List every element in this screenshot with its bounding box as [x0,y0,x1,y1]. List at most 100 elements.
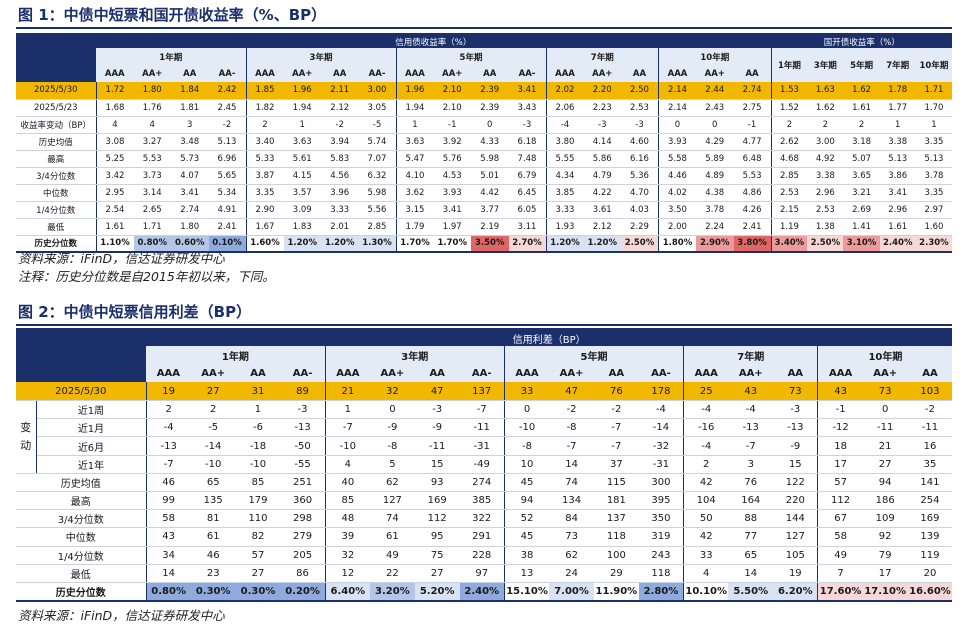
value-cell: 33 [504,382,550,402]
rating-header: AA+ [728,364,774,383]
value-cell: -10 [235,455,281,474]
value-cell: 85 [235,472,281,493]
value-cell: 25 [683,382,729,402]
value-cell: -11 [414,436,460,456]
rating-header: AA [593,364,639,383]
value-cell: 104 [683,491,729,511]
change-row: 近6月 -13 -14 -18 -50 -10 -8 -11 -31 -8 -7 -7 -32 -4 -7-… [16,436,953,456]
value-cell: 50 [683,509,729,529]
row-label: 3/4分位数 [16,167,97,185]
value-cell: 14 [549,455,594,474]
value-cell: 3.38 [807,167,844,185]
value-cell: 52 [504,509,550,529]
percentile-cell: 2.50% [807,234,844,252]
value-cell: 73 [549,527,594,547]
value-cell: 205 [280,546,326,565]
value-cell: -3 [621,116,659,134]
value-cell: 2.24 [696,218,734,236]
value-cell: 49 [369,546,415,565]
value-cell: -2 [321,116,359,134]
rating-header: AA [414,364,460,383]
value-cell: 3.78 [696,201,734,219]
value-cell: -4 [683,436,729,456]
value-cell: 135 [190,491,236,511]
value-cell: 2.75 [733,99,772,117]
value-cell: 6.16 [621,150,659,168]
value-cell: 22 [369,564,415,583]
value-cell: 2.53 [807,201,844,219]
value-cell: 61 [190,527,236,547]
percentile-cell: 0.30% [190,581,236,601]
value-cell: 4.89 [696,167,734,185]
value-cell: 3.05 [358,99,397,117]
value-cell: 103 [907,382,953,402]
value-cell: 2.10 [433,99,471,117]
percentile-cell: 1.20% [283,234,321,252]
value-cell: -49 [459,455,505,474]
percentile-cell: 6.40% [325,581,370,601]
value-cell: 99 [146,491,191,511]
value-cell: 2.14 [658,82,696,100]
rating-header: AA- [508,65,547,82]
value-cell: 179 [235,491,281,511]
value-cell: 86 [280,564,326,583]
value-cell: 48 [325,509,370,529]
value-cell: -2 [593,400,639,420]
value-cell: 3.57 [283,184,321,202]
value-cell: 2.23 [583,99,621,117]
value-cell: -2 [907,400,953,420]
value-cell: 134 [549,491,594,511]
value-cell: 4.56 [321,167,359,185]
value-cell: 27 [862,455,908,474]
value-cell: 2.12 [321,99,359,117]
change-group-label: 变动 [16,400,37,474]
value-cell: -10 [325,436,370,456]
value-cell: 1.61 [843,99,880,117]
value-cell: 3.86 [879,167,916,185]
value-cell: -14 [190,436,236,456]
value-cell: 16 [907,436,953,456]
value-cell: -4 [683,400,729,420]
value-cell: 4.70 [621,184,659,202]
value-cell: 118 [593,527,639,547]
value-cell: 1.71 [915,82,953,100]
value-cell: -8 [504,436,550,456]
value-cell: 7 [817,564,863,583]
percentile-cell: 1.70% [396,234,434,252]
value-cell: 5.55 [546,150,584,168]
header-rating-row: AAA AA+ AA AA- AAA AA+ AA AA- AAA AA+ AA AA- AAA AA+ A… [16,65,952,82]
value-cell: 76 [593,382,639,402]
value-cell: 19 [773,564,819,583]
value-cell: 89 [280,382,326,402]
value-cell: 17 [817,455,863,474]
value-cell: 84 [549,509,594,529]
rating-header: AAA [96,65,134,82]
value-cell: 2.41 [208,218,247,236]
value-cell: 2 [190,400,236,420]
rating-header: AA [773,364,819,383]
value-cell: 3.93 [658,132,696,151]
rating-header: AAA [325,364,370,383]
header-term-row: 1年期 3年期 5年期 7年期 10年期 [16,346,953,365]
value-cell: 4.29 [696,132,734,151]
value-cell: 2.01 [321,218,359,236]
value-cell: 1.38 [807,218,844,236]
value-cell: -14 [638,418,685,438]
table-row: 最高 5.25 5.53 5.73 6.96 5.33 5.61 5.83 7.07 5.47 5.… [16,150,953,168]
value-cell: 27 [190,382,236,402]
value-cell: 43 [817,382,863,402]
value-cell: 3.93 [433,184,471,202]
value-cell: 1.53 [771,82,808,100]
value-cell: 5.33 [246,150,284,168]
percentile-cell: 1.70% [433,234,471,252]
value-cell: 5 [369,455,415,474]
row-label: 中位数 [16,184,97,202]
value-cell: 127 [369,491,415,511]
change-row: 近1年 -7 -10 -10 -55 4 5 15 -49 10 14 37 -31 2 3 15 17 27 35 [16,455,953,474]
value-cell: 94 [862,472,908,493]
value-cell: 1.72 [96,82,134,100]
value-cell: 1.77 [879,99,916,117]
rating-header: AA [171,65,209,82]
value-cell: 1.19 [771,218,808,236]
value-cell: -4 [728,400,774,420]
